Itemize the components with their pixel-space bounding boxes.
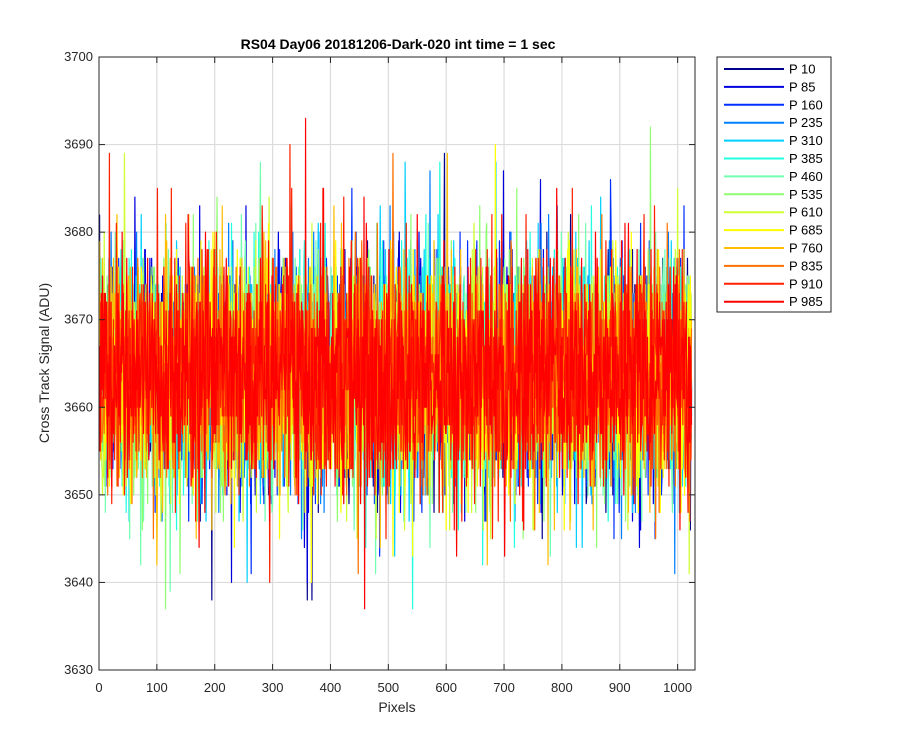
- legend-entry: P 610: [724, 205, 823, 220]
- legend-entry: P 235: [724, 115, 823, 130]
- legend-label: P 685: [789, 223, 823, 238]
- legend-entry: P 685: [724, 223, 823, 238]
- x-tick-label: 100: [146, 680, 168, 695]
- legend-label: P 235: [789, 115, 823, 130]
- x-tick-label: 200: [204, 680, 226, 695]
- y-tick-label: 3680: [64, 224, 93, 239]
- chart-title: RS04 Day06 20181206-Dark-020 int time = …: [241, 36, 556, 52]
- legend-entry: P 10: [724, 62, 816, 77]
- legend-box: [716, 56, 832, 313]
- legend-label: P 835: [789, 258, 823, 273]
- x-tick-label: 1000: [663, 680, 692, 695]
- x-tick-label: 700: [493, 680, 515, 695]
- x-tick-label: 800: [551, 680, 573, 695]
- y-tick-label: 3650: [64, 487, 93, 502]
- legend-label: P 460: [789, 169, 823, 184]
- legend-label: P 310: [789, 133, 823, 148]
- series-layer: [99, 117, 693, 610]
- x-tick-label: 400: [320, 680, 342, 695]
- y-tick-label: 3670: [64, 312, 93, 327]
- legend-label: P 160: [789, 97, 823, 112]
- series-line: [99, 117, 693, 610]
- y-axis-label: Cross Track Signal (ADU): [36, 283, 52, 443]
- y-tick-label: 3660: [64, 399, 93, 414]
- legend-label: P 535: [789, 187, 823, 202]
- legend-entry: P 760: [724, 241, 823, 256]
- legend-entry: P 160: [724, 97, 823, 112]
- legend-label: P 385: [789, 151, 823, 166]
- plot-frame: [98, 56, 696, 671]
- legend: P 10 P 85 P 160 P 235 P 310 P 385 P 460 P 535 P …: [716, 56, 832, 313]
- x-tick-label: 300: [262, 680, 284, 695]
- legend-label: P 610: [789, 205, 823, 220]
- legend-label: P 985: [789, 294, 823, 309]
- plot-area: 0 100 200 300 400 500 600 700 800 900 1000 3630 3640…: [64, 49, 696, 695]
- legend-entry: P 85: [724, 79, 816, 94]
- y-tick-label: 3690: [64, 137, 93, 152]
- x-axis-label: Pixels: [378, 699, 415, 715]
- x-tick-label: 600: [435, 680, 457, 695]
- legend-entry: P 985: [724, 294, 823, 309]
- legend-label: P 10: [789, 62, 816, 77]
- legend-entry: P 310: [724, 133, 823, 148]
- x-tick-label: 900: [609, 680, 631, 695]
- legend-label: P 760: [789, 241, 823, 256]
- legend-entry: P 835: [724, 258, 823, 273]
- y-tick-label: 3630: [64, 662, 93, 677]
- legend-entry: P 385: [724, 151, 823, 166]
- legend-entry: P 535: [724, 187, 823, 202]
- legend-label: P 910: [789, 276, 823, 291]
- y-tick-label: 3700: [64, 49, 93, 64]
- ticks: 0 100 200 300 400 500 600 700 800 900 1000 3630 3640…: [64, 49, 695, 695]
- legend-items: P 10 P 85 P 160 P 235 P 310 P 385 P 460 P 535 P …: [724, 62, 823, 309]
- x-tick-label: 0: [95, 680, 102, 695]
- y-tick-label: 3640: [64, 574, 93, 589]
- x-tick-label: 500: [377, 680, 399, 695]
- legend-label: P 85: [789, 79, 816, 94]
- legend-entry: P 910: [724, 276, 823, 291]
- legend-entry: P 460: [724, 169, 823, 184]
